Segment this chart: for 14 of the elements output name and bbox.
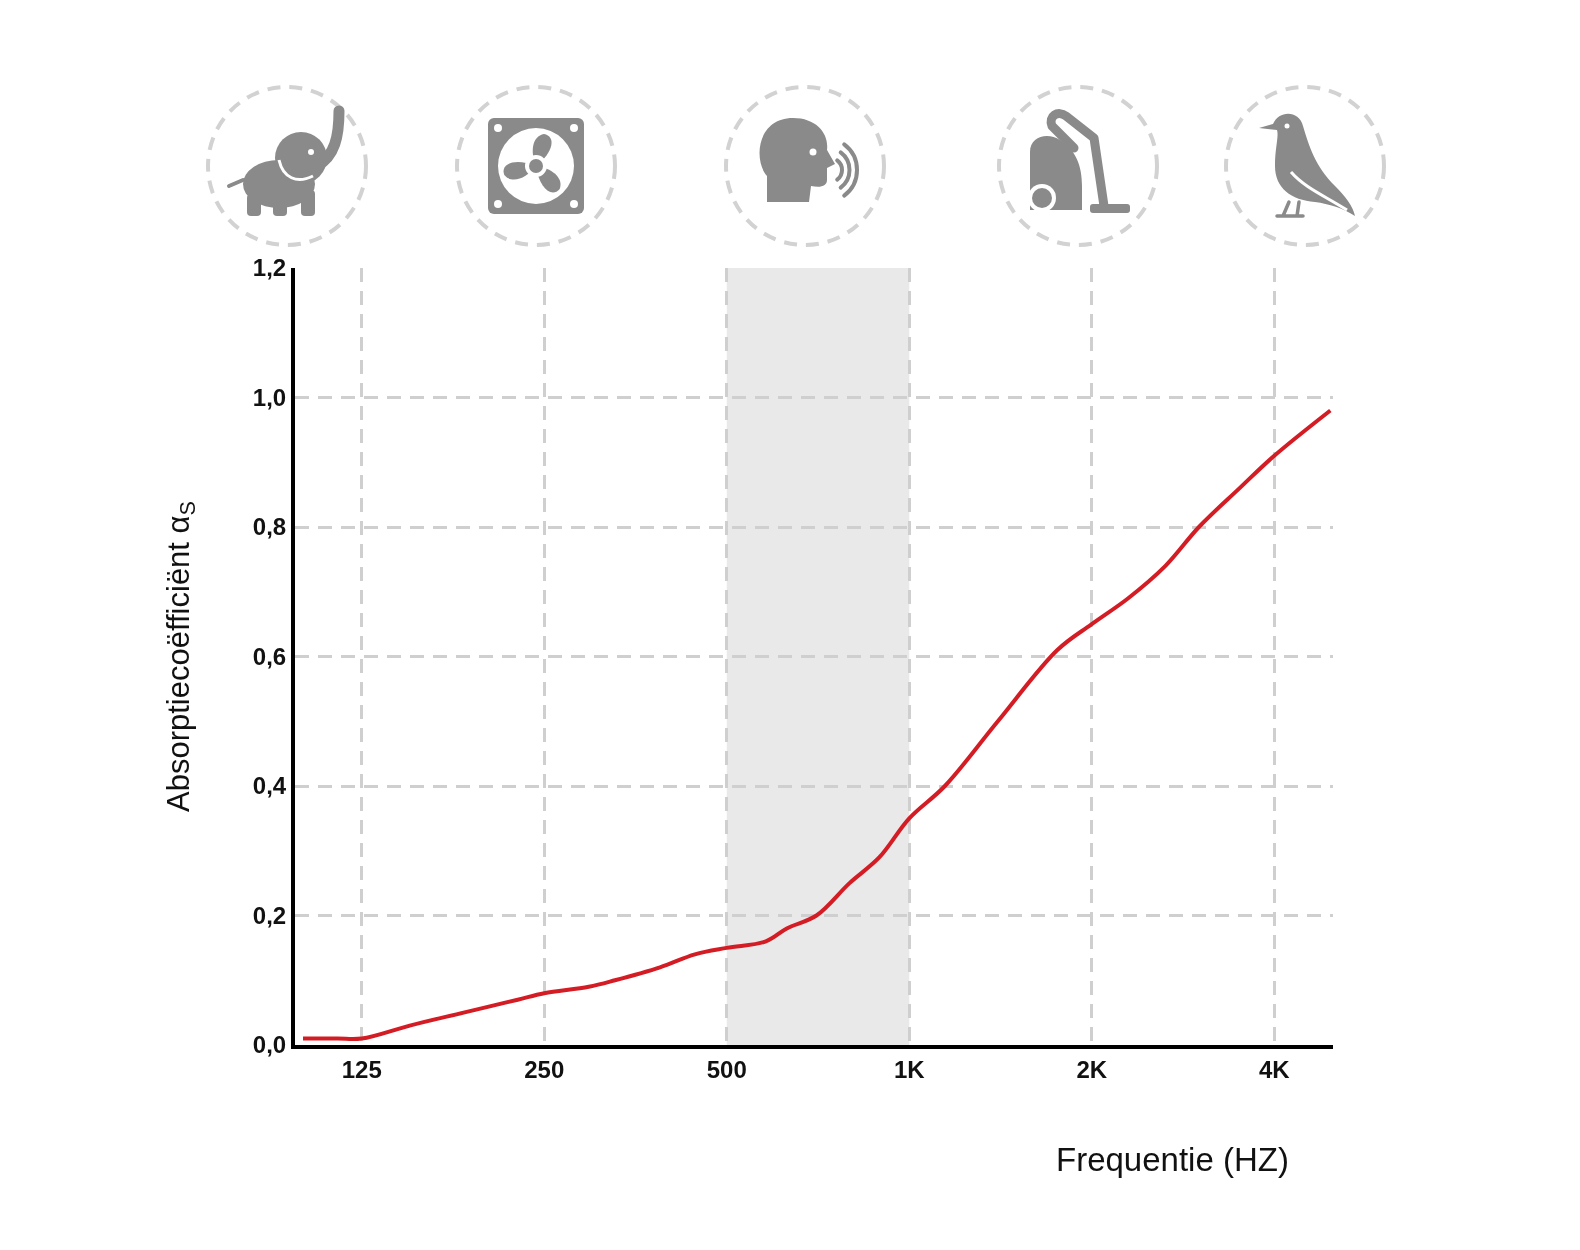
x-tick-label: 4K (1258, 1055, 1291, 1083)
y-tick-label: 0,6 (252, 642, 287, 670)
y-tick-label: 0,0 (252, 1031, 287, 1059)
x-tick-label: 2K (1076, 1055, 1108, 1083)
x-tick-label: 125 (341, 1055, 382, 1083)
y-tick-label: 0,8 (252, 513, 287, 541)
x-axis-title: Frequentie (HZ) (1056, 1141, 1289, 1178)
x-tick-label: 500 (706, 1055, 747, 1083)
y-tick-label: 0,2 (252, 901, 287, 929)
y-tick-label: 1,0 (252, 383, 287, 411)
x-tick-label: 1K (893, 1055, 926, 1083)
y-tick-label: 1,2 (252, 254, 287, 282)
x-tick-label: 250 (524, 1055, 565, 1083)
y-tick-label: 0,4 (252, 772, 287, 800)
